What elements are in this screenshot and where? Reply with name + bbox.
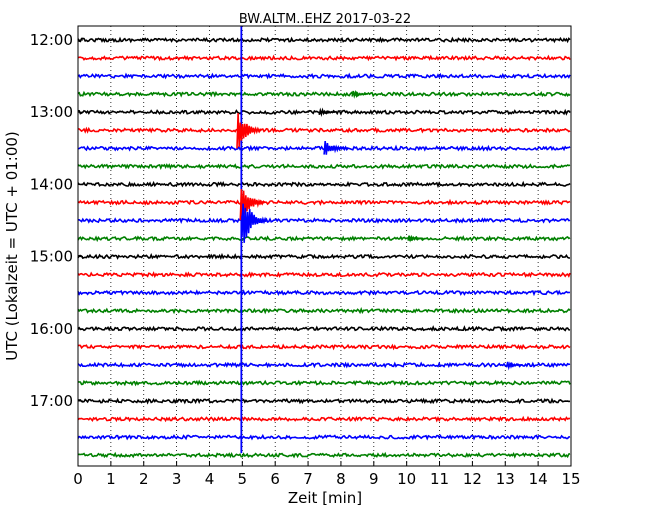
plot-frame <box>77 25 572 467</box>
x-tick-label: 5 <box>238 470 248 488</box>
trace-line <box>77 433 571 441</box>
x-tick-label: 10 <box>397 470 416 488</box>
trace-line <box>77 180 571 189</box>
x-tick-label: 3 <box>172 470 182 488</box>
trace-line <box>77 397 571 405</box>
x-tick-label: 11 <box>430 470 449 488</box>
trace-line <box>77 252 570 260</box>
y-tick-label: 15:00 <box>30 248 73 266</box>
trace-line <box>77 325 571 333</box>
trace-line <box>78 379 571 387</box>
x-axis: 0 1 2 3 4 5 6 7 8 9 10 11 12 13 14 15 <box>73 461 581 488</box>
x-tick-label: 6 <box>270 470 280 488</box>
y-tick-label: 17:00 <box>30 392 73 410</box>
trace-line <box>77 451 571 459</box>
event-burst <box>236 113 262 149</box>
event-group <box>236 26 523 454</box>
y-tick-label: 16:00 <box>30 320 73 338</box>
event-burst <box>323 141 349 155</box>
trace-line <box>77 235 571 243</box>
event-burst <box>351 89 368 99</box>
y-tick-label: 14:00 <box>30 175 73 193</box>
x-tick-label: 13 <box>496 470 515 488</box>
y-axis: 12:00 13:00 14:00 15:00 16:00 17:00 <box>30 31 83 410</box>
x-tick-label: 15 <box>561 470 580 488</box>
x-tick-label: 2 <box>139 470 149 488</box>
trace-line <box>78 216 571 225</box>
x-tick-label: 4 <box>205 470 215 488</box>
trace-line <box>77 271 571 279</box>
trace-line <box>77 54 571 62</box>
x-tick-label: 12 <box>463 470 482 488</box>
event-burst <box>241 203 267 243</box>
trace-line <box>77 307 571 315</box>
trace-line <box>77 198 571 206</box>
event-burst <box>239 189 266 221</box>
trace-line <box>77 361 571 369</box>
trace-line <box>77 126 571 134</box>
event-burst <box>318 107 335 117</box>
x-tick-label: 8 <box>336 470 346 488</box>
x-axis-label: Zeit [min] <box>288 489 362 507</box>
chart-title: BW.ALTM..EHZ 2017-03-22 <box>239 12 411 27</box>
trace-line <box>77 163 571 170</box>
trace-line <box>77 90 571 98</box>
trace-group <box>77 36 571 459</box>
trace-line <box>77 343 571 351</box>
x-tick-label: 14 <box>529 470 548 488</box>
x-tick-label: 9 <box>369 470 379 488</box>
trace-line <box>77 36 571 44</box>
y-tick-label: 13:00 <box>30 103 73 121</box>
trace-line <box>77 289 571 297</box>
x-tick-label: 7 <box>303 470 313 488</box>
y-tick-label: 12:00 <box>30 31 73 49</box>
x-tick-label: 1 <box>106 470 116 488</box>
trace-line <box>77 72 571 80</box>
trace-line <box>77 415 571 423</box>
grid-lines <box>110 26 539 466</box>
event-burst <box>505 361 523 371</box>
y-axis-label: UTC (Lokalzeit = UTC + 01:00) <box>3 131 21 361</box>
x-tick-label: 0 <box>73 470 83 488</box>
event-burst <box>407 234 424 243</box>
